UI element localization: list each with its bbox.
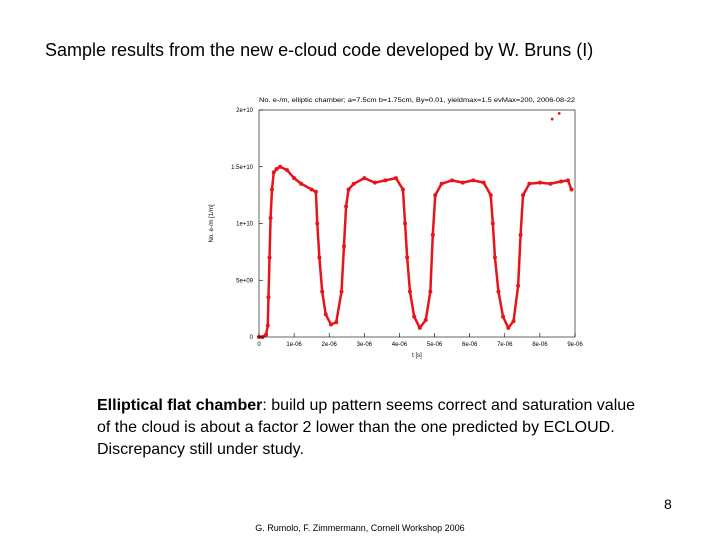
data-point	[481, 180, 486, 185]
data-point	[490, 221, 495, 226]
data-point	[264, 332, 269, 337]
caption-text: : build up pattern seems correct and sat…	[97, 397, 636, 458]
data-point	[537, 180, 542, 185]
data-point	[558, 179, 563, 184]
data-point	[400, 187, 405, 192]
data-point	[550, 117, 554, 121]
data-point	[521, 193, 526, 198]
data-point	[269, 187, 274, 192]
data-point	[569, 187, 574, 192]
data-point	[430, 232, 435, 237]
x-tick-label: 6e-06	[462, 342, 478, 348]
data-point	[501, 314, 506, 319]
data-point	[274, 167, 279, 172]
x-tick-label: 0	[257, 342, 261, 348]
data-point	[351, 181, 356, 186]
chart-figure: 0 1e-06 2e-06 3e-06 4e-06 5e-06 6e-06 7e-06 8e-0…	[195, 90, 590, 365]
data-point	[268, 215, 273, 220]
data-point	[417, 325, 422, 330]
data-point	[362, 176, 367, 181]
data-point	[313, 189, 318, 194]
data-point	[460, 180, 465, 185]
slide-title: Sample results from the new e-cloud code…	[45, 40, 594, 60]
data-point	[328, 322, 333, 327]
chart-title: No. e-/m, elliptic chamber; a=7.5cm b=1.…	[259, 98, 576, 104]
data-point	[423, 317, 428, 322]
data-point	[565, 178, 570, 183]
data-point	[317, 255, 322, 260]
y-tick-label: 5e+09	[236, 278, 254, 284]
data-point	[527, 181, 532, 186]
data-point	[407, 289, 412, 294]
data-point	[506, 325, 511, 330]
data-point	[439, 181, 444, 186]
series-line	[259, 165, 573, 339]
data-point	[383, 178, 388, 183]
data-point	[266, 295, 271, 300]
data-point	[412, 314, 417, 319]
data-point	[339, 289, 344, 294]
data-point	[450, 178, 455, 183]
data-point	[433, 193, 438, 198]
data-point	[405, 255, 410, 260]
data-point	[372, 180, 377, 185]
data-point	[428, 289, 433, 294]
data-point	[265, 323, 270, 328]
x-tick-label: 4e-06	[392, 342, 408, 348]
y-tick-label: 0	[250, 335, 254, 341]
x-tick-label: 2e-06	[322, 342, 338, 348]
data-point	[516, 283, 521, 288]
axis-ticks: 0 1e-06 2e-06 3e-06 4e-06 5e-06 6e-06 7e-06 8e-0…	[231, 108, 583, 348]
data-point	[278, 164, 283, 169]
data-point	[511, 319, 516, 324]
data-point	[488, 193, 493, 198]
data-point	[341, 244, 346, 249]
data-point	[492, 255, 497, 260]
data-point	[320, 289, 325, 294]
plot-area	[257, 112, 574, 339]
x-tick-label: 7e-06	[497, 342, 513, 348]
data-point	[323, 312, 328, 317]
data-point	[496, 289, 501, 294]
data-point	[344, 204, 349, 209]
caption: Elliptical flat chamber: build up patter…	[97, 395, 637, 461]
y-axis-label: No. e-/m [1/m]	[209, 204, 215, 242]
data-point	[292, 176, 297, 181]
data-point	[518, 232, 523, 237]
data-point	[393, 176, 398, 181]
chart-svg: 0 1e-06 2e-06 3e-06 4e-06 5e-06 6e-06 7e-06 8e-0…	[209, 98, 583, 359]
data-point	[299, 181, 304, 186]
data-point	[557, 112, 561, 115]
caption-bold: Elliptical flat chamber	[97, 397, 263, 414]
page-number: 8	[664, 496, 672, 512]
y-tick-label: 2e+10	[236, 108, 254, 114]
data-point	[309, 187, 314, 192]
data-point	[315, 221, 320, 226]
data-point	[285, 168, 290, 173]
y-tick-label: 1e+10	[236, 222, 254, 228]
x-axis-label: t [s]	[412, 353, 422, 359]
data-point	[346, 187, 351, 192]
data-point	[271, 170, 276, 175]
x-tick-label: 1e-06	[286, 342, 302, 348]
x-tick-label: 8e-06	[532, 342, 548, 348]
data-point	[548, 181, 553, 186]
plot-frame	[258, 109, 576, 338]
x-tick-label: 3e-06	[357, 342, 373, 348]
y-tick-label: 1.5e+10	[231, 165, 254, 171]
data-point	[403, 221, 408, 226]
data-point	[267, 255, 272, 260]
footer-credit: G. Rumolo, F. Zimmermann, Cornell Worksh…	[255, 523, 465, 533]
data-point	[334, 320, 339, 325]
x-tick-label: 5e-06	[427, 342, 443, 348]
x-tick-label: 9e-06	[567, 342, 583, 348]
data-point	[471, 178, 476, 183]
